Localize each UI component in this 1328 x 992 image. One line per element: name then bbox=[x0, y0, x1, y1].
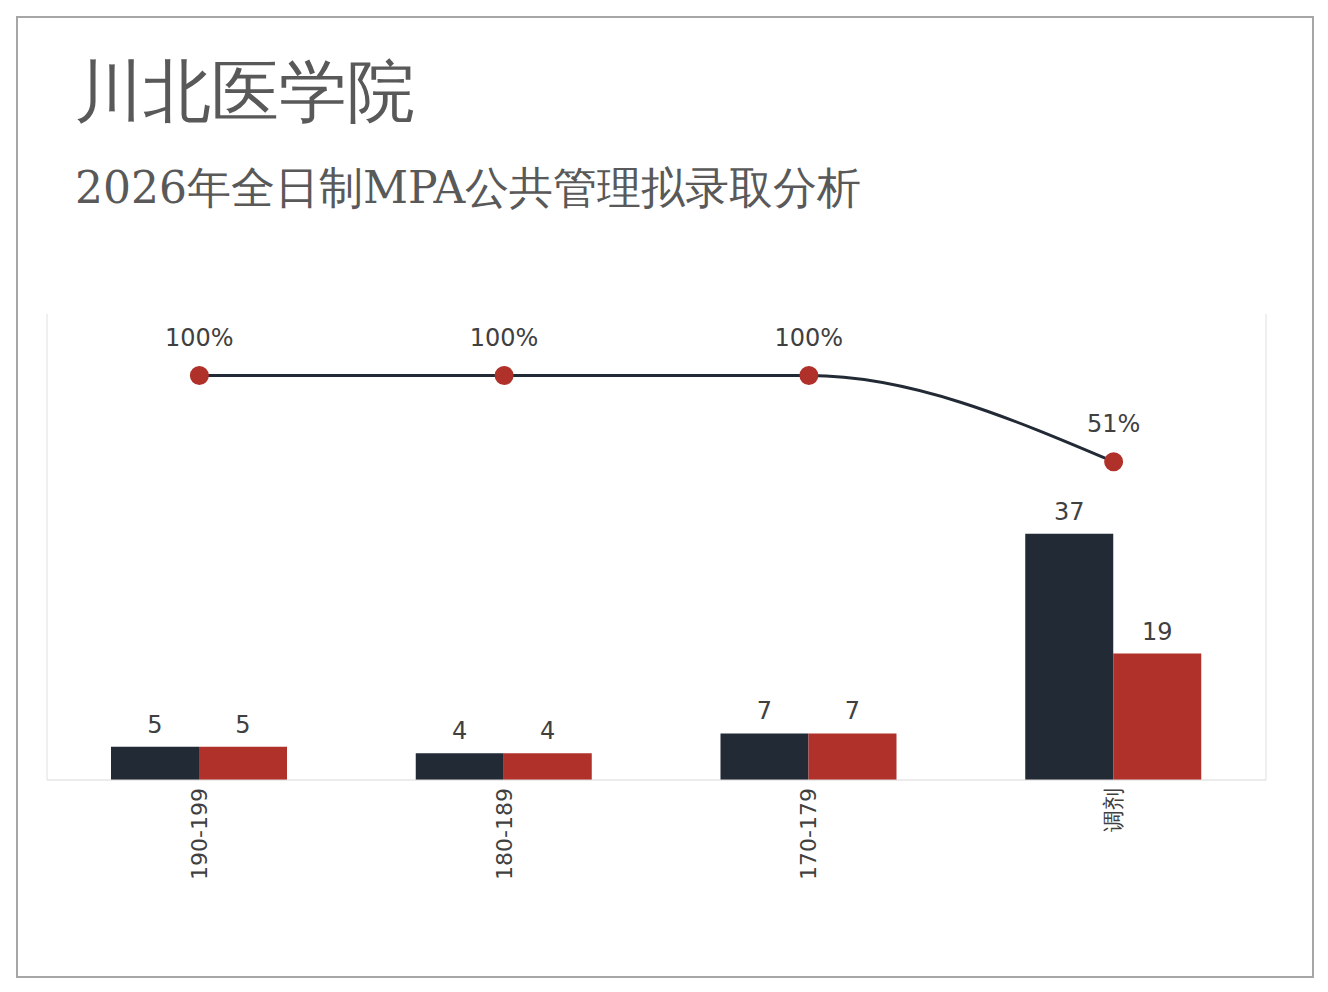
svg-text:4: 4 bbox=[540, 717, 555, 745]
html-text:2026年全日制MPA公共管理拟录取分析: 2026年全日制MPA公共管理拟录取分析 bbox=[75, 162, 862, 213]
svg-text:37: 37 bbox=[1054, 498, 1085, 526]
svg-text:5: 5 bbox=[147, 711, 162, 739]
svg-text:100%: 100% bbox=[165, 324, 234, 352]
svg-text:5: 5 bbox=[235, 711, 250, 739]
svg-text:7: 7 bbox=[845, 697, 860, 725]
svg-text:19: 19 bbox=[1142, 618, 1173, 646]
svg-text:190-199: 190-199 bbox=[187, 788, 212, 880]
svg-text:100%: 100% bbox=[775, 324, 844, 352]
svg-text:调剂: 调剂 bbox=[1101, 788, 1126, 832]
svg-text:4: 4 bbox=[452, 717, 467, 745]
svg-text:51%: 51% bbox=[1087, 410, 1140, 438]
html-text:川北医学院: 川北医学院 bbox=[75, 52, 415, 131]
svg-text:170-179: 170-179 bbox=[796, 788, 821, 880]
svg-text:7: 7 bbox=[757, 697, 772, 725]
svg-text:100%: 100% bbox=[470, 324, 539, 352]
svg-text:180-189: 180-189 bbox=[492, 788, 517, 880]
